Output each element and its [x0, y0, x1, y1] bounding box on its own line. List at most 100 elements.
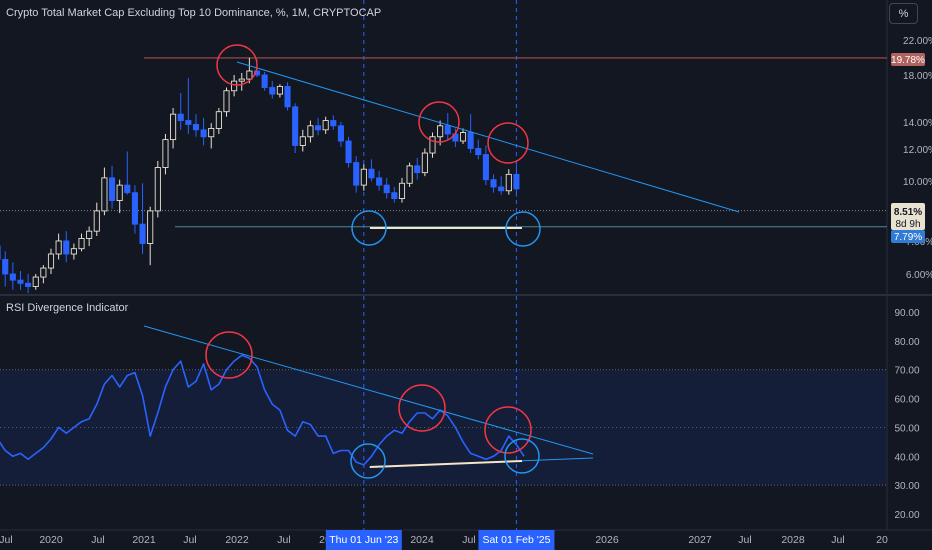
candle	[63, 231, 70, 263]
rsi-trendline	[143, 325, 594, 455]
candle	[513, 164, 520, 197]
candle-body	[330, 120, 337, 127]
candle	[261, 72, 268, 91]
candle	[269, 81, 276, 99]
rsi-line	[0, 354, 525, 466]
candle-body	[505, 173, 512, 192]
candle	[208, 123, 215, 149]
candle	[467, 114, 474, 154]
time-tick-label: Jul	[91, 534, 104, 546]
time-tick-label: 2024	[410, 534, 434, 546]
candle	[246, 57, 253, 84]
indicator-title: RSI Divergence Indicator	[6, 302, 129, 314]
candle-body	[345, 140, 352, 164]
time-tick-label: Jul	[277, 534, 290, 546]
candle-body	[437, 125, 444, 138]
candle	[2, 251, 9, 287]
price-tick-label: 10.00%	[903, 177, 932, 188]
candle-body	[299, 136, 306, 146]
candle-body	[467, 132, 474, 149]
price-trendline	[236, 61, 740, 213]
candle-body	[200, 129, 207, 138]
price-peak-circle	[216, 44, 258, 86]
candle	[124, 151, 131, 195]
candle-body	[444, 125, 451, 135]
candle	[108, 165, 116, 209]
time-tick-label: 20	[876, 534, 888, 546]
candle	[475, 139, 482, 160]
candle-body	[353, 162, 360, 186]
candle	[414, 157, 421, 180]
candle	[383, 177, 390, 199]
time-tick-label: Jul	[462, 534, 475, 546]
candle	[185, 78, 192, 134]
candle	[490, 174, 497, 193]
candle-body	[368, 168, 375, 179]
candle	[299, 129, 306, 152]
candle-body	[513, 173, 520, 190]
candle	[459, 128, 467, 144]
resistance-price-label: 19.78%	[891, 55, 925, 66]
candle-body	[490, 179, 497, 188]
candle-body	[185, 120, 192, 125]
candle	[498, 176, 505, 195]
candle-body	[154, 167, 161, 212]
candle-body	[124, 184, 131, 194]
candle	[116, 179, 123, 214]
candle	[429, 132, 436, 158]
candle-body	[292, 106, 299, 146]
candle	[154, 160, 161, 218]
candle	[25, 274, 32, 294]
rsi-peak-circle	[205, 331, 253, 379]
candle-body	[116, 184, 123, 202]
rsi-peak-circle	[484, 406, 532, 454]
candle	[131, 185, 138, 234]
candle-body	[215, 111, 222, 129]
candle	[147, 206, 154, 266]
candle	[353, 156, 360, 193]
scale-percent-button[interactable]: %	[889, 3, 918, 24]
price-tick-label: 6.00%	[906, 270, 932, 281]
rsi-tick-label: 80.00	[894, 337, 919, 348]
candle-body	[482, 154, 489, 181]
candle	[284, 82, 291, 111]
time-tick-label: 20	[319, 534, 331, 546]
candle-body	[2, 259, 9, 275]
candle-body	[63, 240, 70, 255]
candle	[482, 145, 489, 186]
price-trough-circle	[505, 211, 541, 247]
candle-body	[192, 123, 200, 131]
candle-body	[177, 113, 184, 121]
candle-body	[315, 125, 322, 131]
candle	[276, 84, 283, 98]
candle-body	[70, 248, 77, 255]
candle-body	[139, 223, 146, 244]
candle	[421, 148, 428, 177]
candle-body	[108, 177, 116, 202]
candle	[223, 87, 230, 117]
candle-body	[55, 240, 62, 255]
candle-body	[78, 238, 85, 250]
candle	[78, 233, 85, 252]
candle-body	[93, 210, 100, 232]
rsi-tick-label: 60.00	[894, 395, 919, 406]
candle	[93, 202, 100, 237]
time-tick-label: 2026	[595, 534, 619, 546]
candle-body	[360, 168, 367, 186]
price-tick-label: 22.00%	[903, 36, 932, 47]
candle	[215, 108, 222, 134]
candle-body	[322, 120, 329, 131]
candle	[238, 72, 245, 91]
candle	[330, 115, 337, 130]
rsi-tick-label: 40.00	[894, 452, 919, 463]
candle-body	[406, 165, 413, 184]
candle	[505, 169, 512, 195]
candle	[398, 177, 406, 203]
candle	[192, 114, 200, 137]
candle-body	[238, 78, 245, 82]
rsi-tick-label: 90.00	[894, 308, 919, 319]
time-tick-label: Jul	[0, 534, 13, 546]
candle	[360, 164, 367, 191]
time-tick-label: Jul	[831, 534, 844, 546]
